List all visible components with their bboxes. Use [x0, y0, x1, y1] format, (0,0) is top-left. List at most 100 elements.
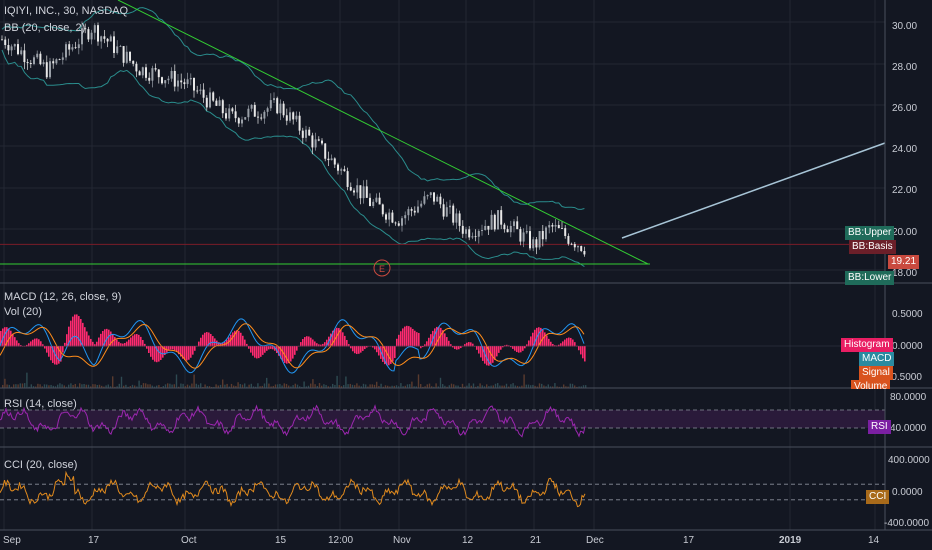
volume-bar: [549, 386, 552, 388]
candle-body: [452, 205, 455, 223]
candle-body: [321, 140, 323, 144]
macd-histogram-bar: [106, 328, 108, 347]
macd-histogram-bar: [400, 331, 402, 347]
volume-bar: [285, 383, 288, 388]
macd-histogram-bar: [118, 341, 120, 347]
volume-bar: [314, 384, 316, 388]
macd-histogram-bar: [234, 330, 236, 347]
macd-histogram-bar: [320, 344, 322, 347]
macd-histogram-bar: [286, 346, 288, 364]
candle-body: [212, 92, 215, 101]
volume-bar: [574, 385, 576, 388]
trendlines[interactable]: [0, 0, 886, 265]
volume-legend[interactable]: Vol (20): [4, 306, 42, 318]
candle-body: [186, 79, 189, 85]
macd-histogram-bar: [538, 327, 540, 347]
macd-histogram-bar: [12, 333, 14, 347]
macd-histogram-bar: [144, 343, 146, 347]
macd-histogram-bar: [398, 334, 400, 347]
pane-separators[interactable]: [0, 282, 932, 531]
volume-bar: [525, 384, 527, 388]
macd-histogram-bar: [4, 327, 6, 347]
volume-bar: [532, 384, 534, 388]
macd-histogram-bar: [304, 337, 306, 347]
macd-histogram-bar: [90, 338, 92, 347]
volume-bar: [569, 383, 571, 388]
candle-body: [292, 112, 295, 120]
macd-histogram-bar: [206, 332, 208, 347]
volume-bar: [6, 384, 8, 388]
candle-body: [20, 50, 23, 55]
volume-bar: [576, 386, 578, 388]
bb-legend[interactable]: BB (20, close, 2): [4, 22, 86, 34]
macd-histogram-bar: [402, 328, 404, 347]
time-label: 21: [530, 535, 542, 546]
candle-body: [247, 108, 250, 118]
candle-body: [119, 46, 122, 47]
candle-body: [244, 117, 247, 120]
macd-histogram-bar: [392, 346, 394, 362]
candle-body: [557, 225, 560, 229]
bb-basis-tag: BB:Basis: [849, 240, 896, 254]
symbol-title[interactable]: IQIYI, INC., 30, NASDAQ: [4, 5, 129, 17]
cci-legend[interactable]: CCI (20, close): [4, 459, 78, 471]
macd-line: [0, 318, 585, 374]
macd-histogram-bar: [150, 346, 152, 357]
macd-histogram-bar: [50, 346, 52, 361]
macd-histogram-bar: [334, 328, 336, 347]
volume-bar: [516, 385, 519, 388]
candle-body: [330, 158, 333, 161]
macd-histogram-bar: [448, 340, 450, 347]
volume-bar: [191, 383, 193, 388]
bb-lower-tag: BB:Lower: [845, 271, 895, 285]
macd-histogram-bar: [348, 344, 350, 347]
volume-bar: [404, 385, 406, 388]
macd-histogram-bar: [312, 339, 314, 347]
macd-histogram-bar: [72, 316, 74, 347]
bb-upper-line: [1, 7, 585, 210]
volume-bar: [8, 384, 10, 388]
macd-histogram-bar: [384, 346, 386, 365]
volume-bar: [79, 383, 81, 388]
volume-bar: [373, 384, 376, 388]
volume-bar: [182, 383, 184, 388]
projection-line: [621, 142, 886, 239]
volume-bar: [582, 385, 585, 388]
candle-body: [324, 143, 327, 159]
macd-legend[interactable]: MACD (12, 26, close, 9): [4, 291, 122, 303]
volume-bar: [189, 385, 191, 388]
macd-histogram-bar: [324, 342, 326, 347]
macd-histogram-bar: [10, 330, 12, 347]
volume-bar: [213, 386, 215, 388]
volume-bar: [461, 383, 464, 388]
candle-body: [58, 59, 61, 61]
macd-histogram-bar: [270, 346, 272, 349]
macd-histogram-bar: [154, 346, 156, 362]
candle-body: [234, 111, 237, 119]
earnings-marker[interactable]: E: [373, 259, 391, 277]
macd-histogram-bar: [292, 346, 294, 359]
macd-histogram-bar: [74, 314, 76, 347]
candle-body: [103, 36, 106, 39]
candle-body: [311, 135, 314, 148]
macd-histogram-bar: [184, 346, 186, 361]
volume-bar: [26, 372, 28, 388]
candle-body: [218, 100, 221, 106]
time-label: Oct: [181, 535, 197, 546]
macd-histogram-bar: [506, 344, 508, 347]
volume-bar: [239, 384, 241, 388]
macd-histogram-bar: [332, 330, 334, 347]
candle-body: [545, 227, 547, 240]
macd-histogram-bar: [68, 326, 70, 347]
volume-bar: [112, 376, 114, 388]
volume-bar: [204, 384, 206, 388]
macd-histogram-bar: [190, 346, 192, 358]
volume-bar: [274, 384, 277, 388]
volume-bar: [477, 385, 479, 388]
rsi-legend[interactable]: RSI (14, close): [4, 398, 77, 410]
volume-bar: [527, 384, 530, 388]
macd-histogram-bar: [546, 335, 548, 347]
candle-body: [513, 221, 515, 226]
volume-bar: [87, 384, 90, 388]
